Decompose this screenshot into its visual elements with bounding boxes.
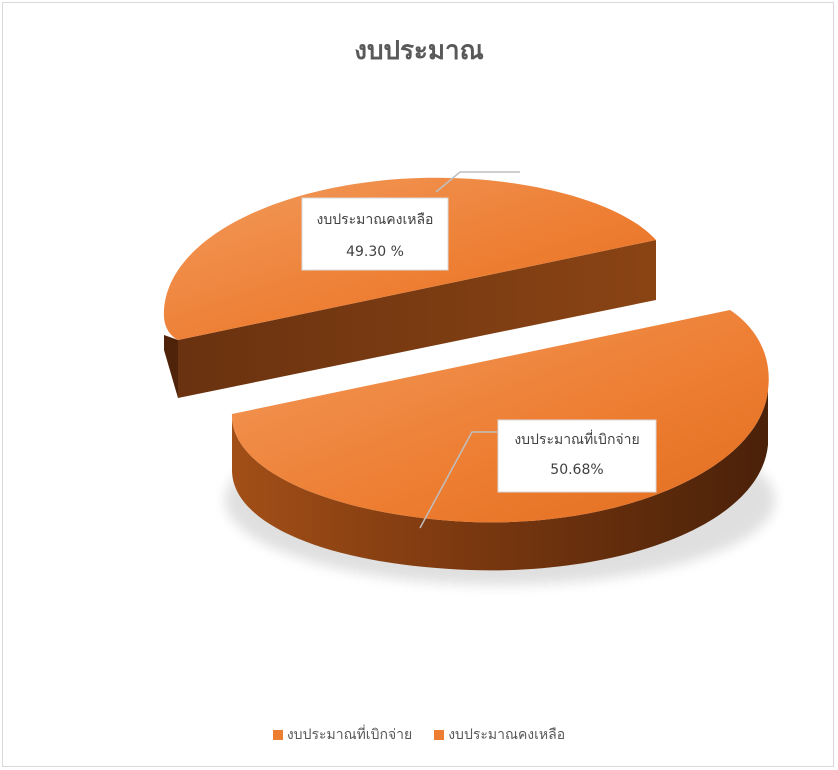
- legend-item-remaining[interactable]: งบประมาณคงเหลือ: [434, 724, 565, 746]
- chart-legend: งบประมาณที่เบิกจ่าย งบประมาณคงเหลือ: [0, 724, 838, 746]
- legend-swatch-disbursed: [272, 730, 283, 740]
- data-label-remaining: งบประมาณคงเหลือ 49.30 %: [301, 197, 449, 271]
- slice-disbursed-side: [231, 390, 769, 571]
- legend-label-disbursed: งบประมาณที่เบิกจ่าย: [286, 727, 413, 743]
- data-label-remaining-name: งบประมาณคงเหลือ: [317, 212, 434, 228]
- data-label-disbursed-name: งบประมาณที่เบิกจ่าย: [514, 430, 639, 448]
- legend-swatch-remaining: [434, 730, 445, 740]
- data-label-disbursed: งบประมาณที่เบิกจ่าย 50.68%: [497, 419, 657, 493]
- slice-remaining-side: [164, 335, 178, 398]
- legend-label-remaining: งบประมาณคงเหลือ: [448, 727, 566, 743]
- data-label-disbursed-value: 50.68%: [550, 462, 603, 478]
- chart-title: งบประมาณ: [354, 36, 484, 66]
- leader-line-remaining: [435, 171, 520, 193]
- slice-remaining-cut-face: [178, 240, 656, 398]
- leader-line-disbursed: [419, 431, 497, 529]
- legend-item-disbursed[interactable]: งบประมาณที่เบิกจ่าย: [272, 724, 413, 746]
- data-label-remaining-value: 49.30 %: [346, 244, 404, 260]
